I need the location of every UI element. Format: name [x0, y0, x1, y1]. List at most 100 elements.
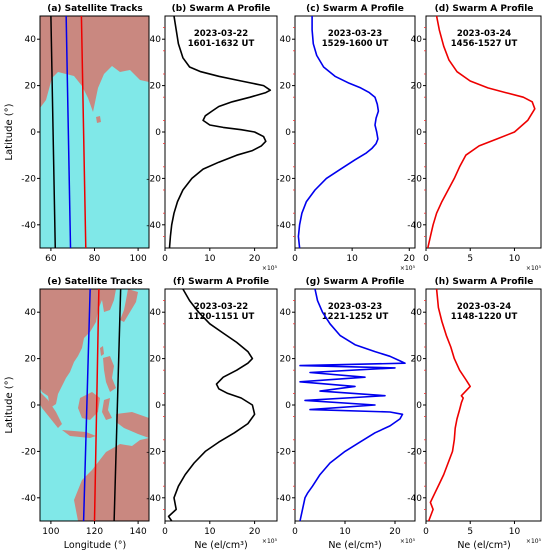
ytick-label-h-2: 0	[416, 401, 422, 411]
ylabel-bottom: Latitude (°)	[4, 376, 15, 433]
ytick-label-e-1: -20	[21, 447, 36, 457]
xtick-label-d-1: 5	[467, 254, 473, 264]
ytick-label-g-0: -40	[276, 494, 291, 504]
series-line-d	[427, 15, 536, 249]
tracks-e	[82, 289, 122, 521]
xtick-label-a-1: 80	[89, 254, 101, 264]
track-e-2	[113, 289, 122, 521]
ylabel-top: Latitude (°)	[4, 103, 15, 160]
xtick-label-g-0: 0	[292, 527, 298, 537]
ytick-label-e-4: 40	[25, 308, 37, 318]
ytick-label-h-1: -20	[407, 447, 422, 457]
map-panel-a	[40, 16, 149, 248]
xtick-label-b-2: 20	[249, 254, 261, 264]
ytick-label-f-0: -40	[146, 494, 161, 504]
xtick-label-g-2: 20	[389, 527, 401, 537]
land-philippines-e	[103, 356, 116, 392]
series-line-g	[299, 288, 406, 522]
date-b: 2023-03-22	[194, 29, 248, 39]
ytick-label-f-1: -20	[146, 447, 161, 457]
xtick-label-e-1: 120	[86, 527, 103, 537]
series-line-c	[297, 16, 380, 249]
ytick-label-b-3: 20	[150, 82, 162, 92]
time-h: 1148-1220 UT	[451, 312, 518, 322]
ytick-label-g-3: 20	[280, 355, 292, 365]
time-g: 1221-1252 UT	[322, 312, 389, 322]
xtick-label-h-0: 0	[423, 527, 429, 537]
date-c: 2023-03-23	[328, 29, 382, 39]
land-taiwan-e	[100, 346, 104, 356]
ytick-label-c-1: -20	[276, 174, 291, 184]
multiplier-h: ×10⁵	[526, 538, 542, 545]
ytick-label-d-1: -20	[407, 174, 422, 184]
ytick-label-a-0: -40	[21, 221, 36, 231]
date-d: 2023-03-24	[457, 29, 511, 39]
ytick-label-b-2: 0	[155, 128, 161, 138]
xtick-label-c-0: 0	[292, 254, 298, 264]
ytick-label-e-0: -40	[21, 494, 36, 504]
land-sumatra-e	[40, 392, 62, 428]
series-line-f	[167, 288, 256, 522]
ytick-label-d-3: 20	[411, 82, 423, 92]
title-h: (h) Swarm A Profile	[435, 277, 534, 287]
xlabel-f: Ne (el/cm³)	[194, 540, 247, 551]
ytick-label-e-2: 0	[30, 401, 36, 411]
ytick-label-a-2: 0	[30, 128, 36, 138]
xtick-label-a-2: 100	[130, 254, 147, 264]
frame-f	[164, 288, 278, 522]
land-borneo-e	[78, 392, 100, 420]
xtick-label-c-1: 10	[346, 254, 358, 264]
track-a-2	[80, 16, 87, 248]
ytick-label-a-1: -20	[21, 174, 36, 184]
land-korea-e	[100, 289, 116, 312]
title-c: (c) Swarm A Profile	[306, 4, 404, 14]
date-g: 2023-03-23	[328, 302, 382, 312]
title-f: (f) Swarm A Profile	[173, 277, 269, 287]
xtick-label-c-2: 20	[404, 254, 416, 264]
xtick-label-d-0: 0	[423, 254, 429, 264]
xtick-label-f-0: 0	[162, 527, 168, 537]
xtick-label-f-1: 10	[204, 527, 216, 537]
ytick-label-g-1: -20	[276, 447, 291, 457]
ytick-label-g-4: 40	[280, 308, 292, 318]
xtick-label-e-0: 100	[42, 527, 59, 537]
tracks-a	[50, 16, 87, 248]
track-a-0	[50, 16, 57, 248]
land-china-e	[40, 289, 104, 408]
ytick-label-g-2: 0	[285, 401, 291, 411]
frame-b	[164, 15, 278, 249]
ytick-label-a-4: 40	[25, 35, 37, 45]
ytick-label-a-3: 20	[25, 82, 37, 92]
track-e-1	[93, 289, 100, 521]
land-newguinea-e	[116, 412, 149, 438]
title-e: (e) Satellite Tracks	[47, 277, 143, 287]
land-australia-e	[74, 438, 149, 521]
multiplier-f: ×10⁵	[262, 538, 278, 545]
date-h: 2023-03-24	[457, 302, 511, 312]
time-b: 1601-1632 UT	[188, 39, 255, 49]
xtick-label-a-0: 60	[45, 254, 57, 264]
time-d: 1456-1527 UT	[451, 39, 518, 49]
title-a: (a) Satellite Tracks	[47, 4, 143, 14]
time-c: 1529-1600 UT	[322, 39, 389, 49]
xtick-label-d-2: 10	[509, 254, 521, 264]
xtick-label-g-1: 10	[339, 527, 351, 537]
ytick-label-c-4: 40	[280, 35, 292, 45]
land-japan-e	[120, 289, 138, 322]
ytick-label-f-4: 40	[150, 308, 162, 318]
xtick-label-h-1: 5	[467, 527, 473, 537]
land-java-e	[62, 430, 96, 438]
ytick-label-c-0: -40	[276, 221, 291, 231]
date-f: 2023-03-22	[194, 302, 248, 312]
ytick-label-b-4: 40	[150, 35, 162, 45]
xtick-label-b-0: 0	[162, 254, 168, 264]
ytick-label-f-2: 0	[155, 401, 161, 411]
series-line-b	[168, 15, 272, 249]
xlabel-e: Longitude (°)	[64, 540, 126, 551]
series-line-h	[427, 288, 472, 522]
title-b: (b) Swarm A Profile	[172, 4, 271, 14]
multiplier-g: ×10⁵	[400, 538, 416, 545]
ytick-label-d-0: -40	[407, 221, 422, 231]
